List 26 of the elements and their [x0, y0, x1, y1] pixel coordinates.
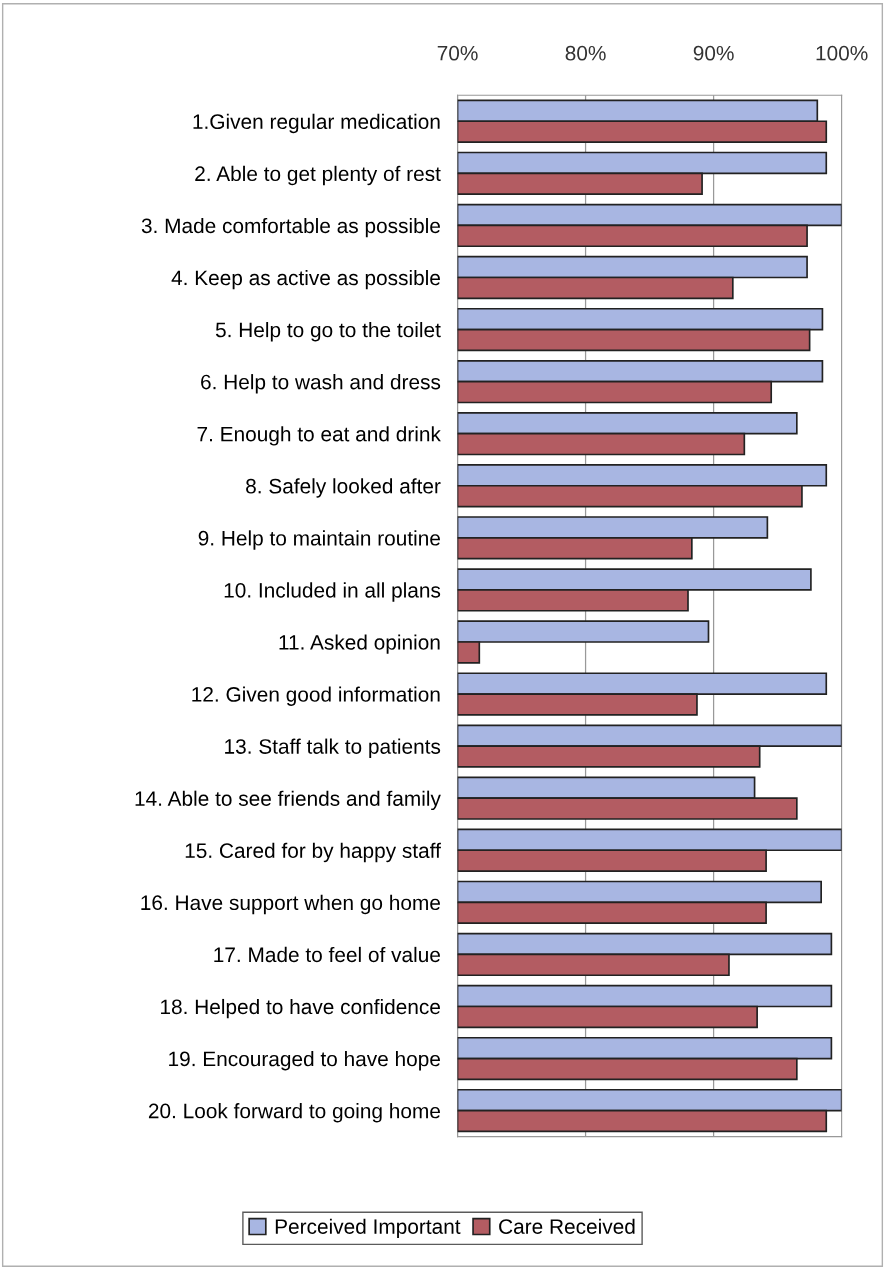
legend-label: Perceived Important: [275, 1218, 461, 1239]
y-tick-label: 12. Given good information: [192, 686, 440, 706]
x-tick-label: 70%: [437, 45, 478, 61]
y-tick-label: 10. Included in all plans: [224, 582, 441, 602]
y-tick-label: 6. Help to wash and dress: [201, 374, 441, 394]
y-tick-label: 4. Keep as active as possible: [171, 269, 440, 290]
x-tick-label: 100%: [816, 45, 868, 61]
y-tick-label: 5. Help to go to the toilet: [215, 322, 441, 342]
x-tick-label: 90%: [693, 45, 734, 61]
y-tick-label: 2. Able to get plenty of rest: [195, 165, 441, 186]
y-tick-label: 15. Cared for by happy staff: [185, 842, 441, 863]
y-tick-label: 20. Look forward to going home: [148, 1103, 440, 1123]
y-tick-label: 13. Staff talk to patients: [225, 738, 441, 758]
legend-label: Care Received: [499, 1218, 635, 1234]
y-tick-label: 11. Asked opinion: [279, 634, 440, 654]
y-tick-label: 16. Have support when go home: [141, 894, 440, 915]
y-tick-label: 17. Made to feel of value: [214, 946, 440, 963]
y-tick-label: 9. Help to maintain routine: [198, 530, 440, 550]
y-tick-label: 1.Given regular medication: [193, 113, 440, 134]
y-tick-label: 3. Made comfortable as possible: [141, 217, 440, 238]
y-tick-label: 7. Enough to eat and drink: [197, 426, 441, 446]
y-tick-label: 14. Able to see friends and family: [135, 790, 441, 811]
y-tick-label: 19. Encouraged to have hope: [169, 1051, 440, 1071]
y-tick-label: 8. Safely looked after: [246, 478, 441, 498]
x-tick-label: 80%: [565, 45, 606, 61]
y-tick-label: 18. Helped to have confidence: [161, 998, 440, 1019]
